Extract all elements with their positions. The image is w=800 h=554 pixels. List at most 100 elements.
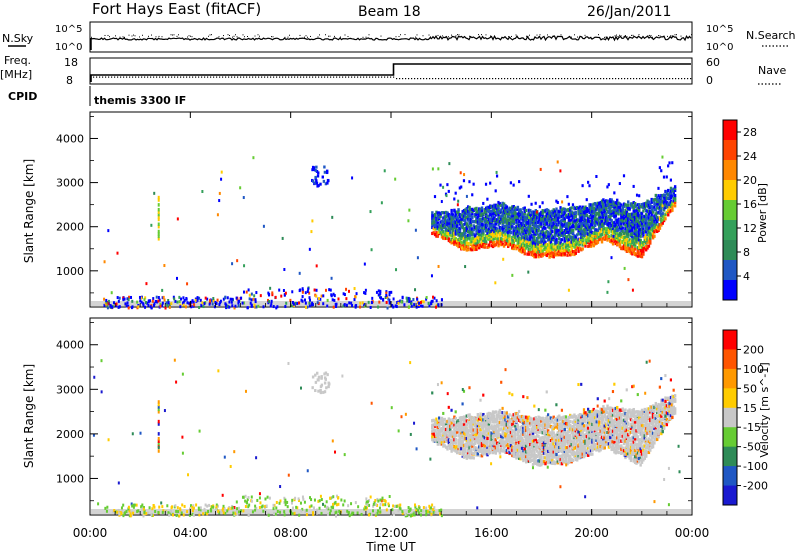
nave-dot	[228, 76, 230, 78]
echo-cell	[516, 426, 520, 430]
echo-cell	[509, 226, 513, 230]
echo-cell	[668, 201, 671, 205]
echo-cell	[658, 223, 662, 227]
nsearch-dot	[620, 35, 622, 37]
echo-cell	[542, 451, 546, 455]
echo-cell	[598, 226, 601, 230]
echo-cell	[651, 235, 655, 239]
echo-cell	[613, 191, 616, 195]
echo-cell	[544, 219, 547, 223]
echo-cell	[535, 220, 539, 225]
echo-cell	[495, 227, 499, 231]
echo-cell	[457, 427, 460, 431]
echo-cell	[440, 436, 444, 440]
echo-cell	[657, 217, 660, 221]
echo-cell	[215, 301, 218, 305]
echo-cell	[462, 415, 466, 419]
echo-cell	[531, 448, 535, 452]
echo-cell	[500, 415, 503, 419]
echo-cell	[569, 230, 572, 235]
echo-cell	[471, 233, 474, 237]
echo-cell	[480, 443, 484, 448]
echo-cell	[501, 431, 504, 435]
echo-cell	[549, 218, 553, 222]
echo-cell	[123, 297, 126, 301]
echo-cell	[462, 230, 466, 234]
echo-cell	[596, 232, 600, 236]
echo-cell	[617, 233, 620, 237]
echo-cell	[555, 223, 558, 227]
echo-cell	[489, 237, 492, 241]
echo-cell	[580, 231, 583, 235]
echo-cell	[551, 236, 554, 240]
echo-cell	[639, 218, 642, 222]
echo-cell	[643, 202, 646, 206]
echo-cell	[435, 299, 438, 303]
echo-cell	[476, 236, 480, 240]
echo-cell	[163, 264, 166, 268]
echo-cell	[505, 218, 509, 222]
echo-cell	[569, 242, 572, 246]
echo-cell	[507, 435, 510, 440]
echo-cell	[363, 262, 366, 266]
echo-cell	[442, 235, 445, 239]
echo-cell	[581, 214, 584, 218]
echo-cell	[530, 210, 533, 215]
echo-cell	[582, 231, 586, 235]
echo-cell	[484, 206, 488, 210]
echo-cell	[627, 219, 630, 223]
echo-cell	[522, 425, 525, 430]
echo-cell	[476, 428, 480, 432]
echo-cell	[627, 200, 630, 204]
echo-cell	[610, 230, 613, 234]
echo-cell	[530, 421, 533, 425]
echo-cell	[483, 440, 486, 445]
echo-cell	[537, 418, 540, 423]
echo-cell	[250, 292, 253, 296]
echo-cell	[516, 241, 520, 245]
echo-cell	[662, 215, 666, 219]
echo-cell	[596, 221, 600, 225]
echo-cell	[580, 224, 583, 228]
echo-cell	[671, 194, 674, 198]
echo-cell	[502, 426, 506, 431]
echo-cell	[534, 437, 538, 442]
echo-cell	[163, 298, 166, 302]
echo-cell	[625, 203, 629, 208]
echo-cell	[495, 238, 499, 242]
echo-cell	[602, 236, 605, 240]
echo-cell	[582, 233, 586, 237]
echo-cell	[530, 252, 533, 257]
echo-cell	[432, 227, 435, 231]
echo-cell	[502, 423, 506, 427]
nave-dot	[201, 76, 203, 78]
echo-cell	[558, 209, 561, 213]
echo-cell	[444, 439, 448, 443]
echo-cell	[449, 418, 452, 422]
nsearch-dot	[328, 35, 329, 37]
echo-cell	[446, 214, 449, 218]
echo-cell	[533, 217, 536, 222]
echo-cell	[458, 421, 462, 425]
echo-cell	[444, 222, 448, 227]
echo-cell	[529, 432, 532, 436]
echo-cell	[255, 305, 258, 309]
echo-cell	[505, 223, 509, 227]
echo-cell	[457, 424, 460, 428]
echo-cell	[508, 442, 511, 446]
echo-cell	[478, 449, 481, 453]
echo-cell	[486, 453, 489, 457]
nsearch-dot	[142, 34, 143, 36]
echo-cell	[446, 425, 449, 429]
echo-cell	[347, 289, 350, 293]
echo-cell	[559, 215, 562, 219]
echo-cell	[593, 207, 597, 211]
echo-cell	[447, 221, 451, 225]
echo-cell	[562, 251, 565, 255]
echo-cell	[639, 230, 642, 234]
nave-dot	[393, 76, 395, 78]
echo-cell	[467, 233, 470, 237]
echo-cell	[643, 246, 646, 250]
echo-cell	[192, 304, 195, 308]
echo-cell	[491, 217, 495, 221]
